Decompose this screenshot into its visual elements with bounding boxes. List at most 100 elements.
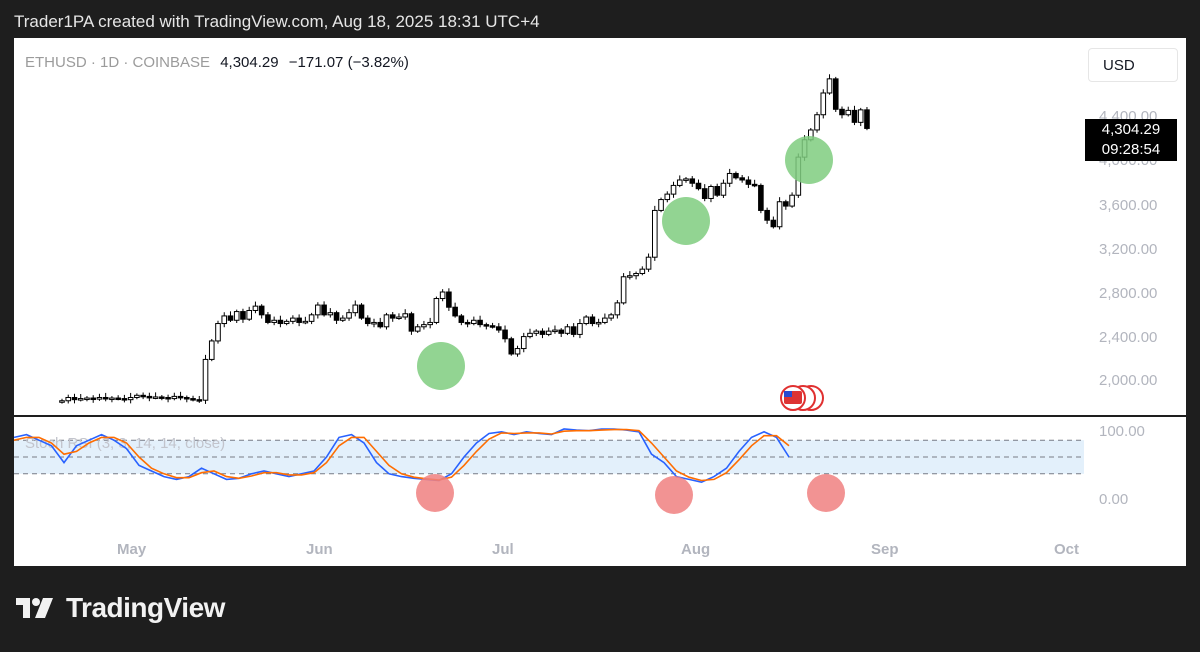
candle — [533, 329, 540, 337]
candle-body — [290, 317, 296, 322]
candle — [402, 309, 408, 320]
candle — [645, 253, 652, 272]
stoch-k-line — [14, 428, 790, 484]
candle-body — [614, 302, 621, 316]
time-axis-label: Aug — [681, 541, 710, 558]
candle — [633, 271, 639, 280]
candle — [71, 393, 78, 404]
red-oversold-marker — [655, 476, 693, 514]
candle — [695, 179, 702, 191]
candle — [271, 316, 277, 326]
candle-body — [683, 178, 689, 181]
candle-body — [59, 400, 65, 403]
green-low-marker — [417, 342, 465, 390]
candle-body — [676, 179, 683, 186]
green-low-marker — [785, 136, 833, 184]
candle — [608, 312, 614, 321]
candle — [489, 322, 496, 329]
candle — [327, 308, 334, 318]
candle — [389, 312, 396, 322]
candle — [109, 396, 115, 403]
candle — [383, 312, 390, 330]
candle — [90, 395, 97, 403]
price-axis-label: 2,800.00 — [1099, 285, 1157, 302]
candle-body — [246, 309, 252, 320]
candle — [396, 313, 402, 320]
last-price-tag: 4,304.29 09:28:54 — [1085, 119, 1177, 161]
candle-body — [726, 172, 733, 184]
red-oversold-marker — [416, 474, 454, 512]
candle — [477, 315, 483, 328]
candle — [221, 312, 228, 328]
candle — [545, 327, 552, 337]
candle — [764, 207, 770, 224]
candle-body — [583, 316, 589, 325]
candle — [496, 323, 502, 333]
candle — [408, 311, 415, 335]
candle — [658, 197, 664, 213]
candle-body — [464, 321, 471, 325]
candle-body — [377, 321, 384, 328]
candle — [202, 354, 209, 404]
candle — [539, 328, 546, 339]
candle-body — [77, 398, 84, 401]
candle — [520, 332, 527, 353]
candle-body — [508, 338, 515, 355]
candle-body — [708, 186, 714, 199]
candle-body — [196, 399, 203, 402]
candle-body — [389, 314, 396, 319]
candle — [121, 394, 128, 403]
candle-body — [633, 273, 639, 277]
candle-series — [59, 74, 870, 404]
candle — [446, 288, 452, 311]
candle — [464, 319, 471, 328]
candle — [583, 315, 589, 326]
candle — [839, 106, 845, 119]
candle — [233, 309, 240, 323]
candle — [258, 304, 265, 319]
candle — [296, 314, 302, 327]
candle-body — [745, 179, 752, 185]
candle — [570, 323, 577, 338]
candle — [627, 271, 633, 280]
candle-body — [627, 275, 633, 278]
candle-body — [190, 398, 196, 401]
candle — [452, 302, 458, 318]
candle-body — [159, 396, 165, 399]
candle — [333, 310, 340, 324]
candle — [652, 205, 658, 261]
candle-body — [184, 396, 190, 400]
red-oversold-marker — [807, 474, 845, 512]
candle — [789, 192, 795, 208]
price-axis-label: 3,600.00 — [1099, 197, 1157, 214]
candle-body — [221, 315, 228, 325]
price-axis-label: 3,200.00 — [1099, 241, 1157, 258]
candle — [664, 191, 671, 203]
time-axis-label: May — [117, 541, 147, 558]
chart-panel[interactable]: Stoch RSI (3, 3, 14, 14, close) 4,400.00… — [14, 38, 1186, 566]
candle — [751, 179, 758, 188]
price-change: −171.07 (−3.82%) — [288, 54, 409, 71]
candle — [152, 392, 159, 400]
candle — [745, 176, 752, 189]
candle — [421, 320, 427, 330]
candle — [483, 322, 490, 330]
stoch-d-line — [14, 428, 790, 482]
candle — [240, 308, 246, 323]
currency-button[interactable]: USD — [1088, 48, 1178, 82]
candle-body — [408, 313, 415, 332]
candle — [552, 325, 558, 334]
candle — [733, 171, 739, 180]
price-tag-countdown: 09:28:54 — [1101, 141, 1161, 158]
candle — [577, 318, 583, 339]
candle — [739, 174, 745, 183]
candle-body — [321, 304, 327, 316]
candle-body — [489, 325, 496, 328]
stoch-axis-label: 100.00 — [1099, 423, 1145, 440]
candle — [208, 338, 215, 362]
candle-body — [121, 398, 128, 401]
candle-body — [396, 316, 402, 320]
candle — [215, 320, 221, 344]
candle-body — [277, 319, 284, 325]
price-chart[interactable]: Stoch RSI (3, 3, 14, 14, close) 4,400.00… — [14, 38, 1186, 566]
